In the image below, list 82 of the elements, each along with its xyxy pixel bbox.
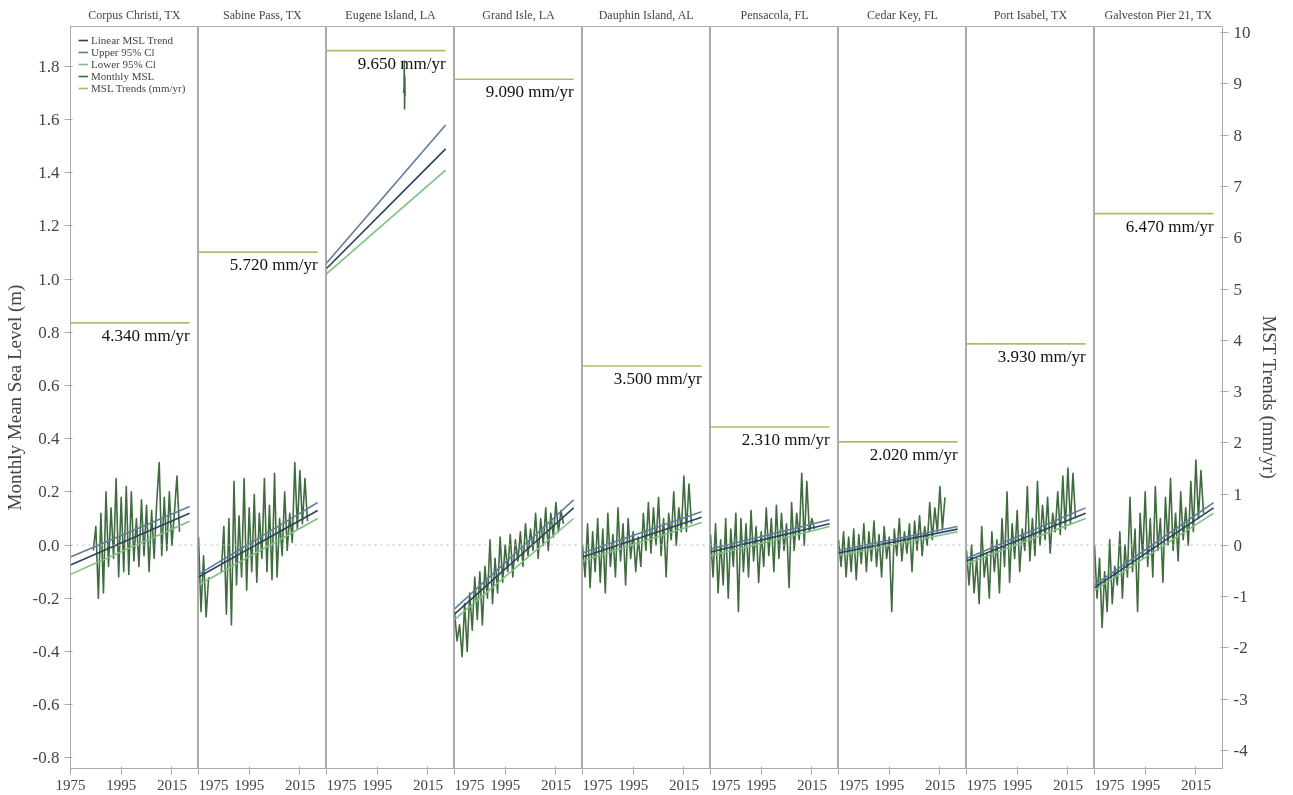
y-tick-label: 1.4 (38, 163, 60, 183)
x-tick-label: 1995 (746, 776, 777, 793)
y-tick-label: -0.4 (32, 641, 60, 661)
chart-title: Dauphin Island, AL (598, 7, 694, 22)
y2-tick-label: 0 (1233, 535, 1242, 555)
y2-tick-label: -4 (1233, 741, 1249, 761)
x-tick-label: 1975 (710, 776, 741, 793)
y-tick-label: 0.8 (38, 322, 60, 342)
x-tick-label: 1995 (1002, 776, 1033, 793)
y-tick-label: 1.6 (38, 110, 60, 130)
x-tick-label: 1995 (618, 776, 649, 793)
x-tick-label: 1975 (582, 776, 613, 793)
x-tick-label: 1995 (362, 776, 393, 793)
data-label: 4.340 mm/yr (101, 325, 190, 345)
chart-title: Pensacola, FL (740, 7, 809, 22)
data-label: 9.090 mm/yr (485, 82, 574, 102)
x-tick-label: 1975 (838, 776, 869, 793)
y2-tick-label: 5 (1233, 279, 1242, 299)
legend-label: Upper 95% Cl (91, 46, 155, 58)
data-label: 2.020 mm/yr (869, 444, 958, 464)
x-tick-label: 2015 (1052, 776, 1083, 793)
data-label: 3.500 mm/yr (613, 368, 702, 388)
x-tick-label: 1995 (490, 776, 521, 793)
legend-label: Lower 95% Cl (91, 58, 156, 70)
y2-tick-label: 3 (1233, 382, 1242, 402)
data-label: 3.930 mm/yr (997, 346, 1086, 366)
y2-tick-label: 4 (1233, 330, 1243, 350)
y-tick-label: 1.0 (38, 269, 60, 289)
legend-label: MSL Trends (mm/yr) (91, 82, 186, 94)
x-tick-label: 2015 (412, 776, 443, 793)
y-tick-label: 1.2 (38, 216, 60, 236)
y-tick-label: 0.4 (38, 429, 60, 449)
data-label: 2.310 mm/yr (741, 429, 830, 449)
chart-title: Eugene Island, LA (345, 7, 436, 22)
x-tick-label: 1995 (874, 776, 905, 793)
x-tick-label: 2015 (156, 776, 187, 793)
y-tick-label: 1.8 (38, 56, 60, 76)
x-tick-label: 1995 (1130, 776, 1161, 793)
x-tick-label: 1975 (1094, 776, 1125, 793)
x-tick-label: 2015 (796, 776, 827, 793)
x-tick-label: 1975 (326, 776, 357, 793)
line-series (92, 461, 181, 600)
x-tick-label: 1975 (55, 776, 86, 793)
x-tick-label: 1975 (454, 776, 485, 793)
x-tick-label: 1975 (966, 776, 997, 793)
x-tick-label: 2015 (668, 776, 699, 793)
data-label: 9.650 mm/yr (357, 53, 446, 73)
x-tick-label: 2015 (540, 776, 571, 793)
x-tick-label: 2015 (924, 776, 955, 793)
y-tick-label: 0.0 (38, 535, 60, 555)
chart-title: Corpus Christi, TX (88, 7, 181, 22)
data-label: 5.720 mm/yr (229, 255, 318, 275)
x-tick-label: 2015 (284, 776, 315, 793)
legend-label: Linear MSL Trend (91, 34, 174, 46)
y-tick-label: -0.6 (32, 695, 60, 715)
y2-tick-label: 1 (1233, 484, 1242, 504)
chart-title: Galveston Pier 21, TX (1104, 7, 1213, 22)
y2-tick-label: 6 (1233, 228, 1242, 248)
y2-tick-label: 8 (1233, 125, 1242, 145)
chart-title: Port Isabel, TX (993, 7, 1068, 22)
y-tick-label: -0.2 (32, 588, 60, 608)
y2-axis-title: MST Trends (mm/yr) (1257, 315, 1280, 479)
x-tick-label: 2015 (1180, 776, 1211, 793)
y2-tick-label: -2 (1233, 638, 1248, 658)
chart-title: Sabine Pass, TX (223, 7, 303, 22)
x-tick-label: 1995 (234, 776, 265, 793)
y2-tick-label: 9 (1233, 74, 1242, 94)
y-tick-label: -0.8 (32, 748, 60, 768)
data-label: 6.470 mm/yr (1125, 216, 1214, 236)
y-tick-label: 0.2 (38, 482, 60, 502)
y2-tick-label: 2 (1233, 433, 1242, 453)
y2-tick-label: -1 (1233, 587, 1248, 607)
chart-title: Cedar Key, FL (867, 7, 938, 22)
x-tick-label: 1995 (106, 776, 137, 793)
y-axis-title: Monthly Mean Sea Level (m) (3, 284, 26, 511)
y2-tick-label: 7 (1233, 176, 1243, 196)
legend-label: Monthly MSL (91, 70, 155, 82)
y-tick-label: 0.6 (38, 376, 60, 396)
y2-tick-label: 10 (1233, 23, 1251, 43)
y2-tick-label: -3 (1233, 689, 1248, 709)
x-tick-label: 1975 (198, 776, 229, 793)
chart-title: Grand Isle, LA (482, 7, 555, 22)
